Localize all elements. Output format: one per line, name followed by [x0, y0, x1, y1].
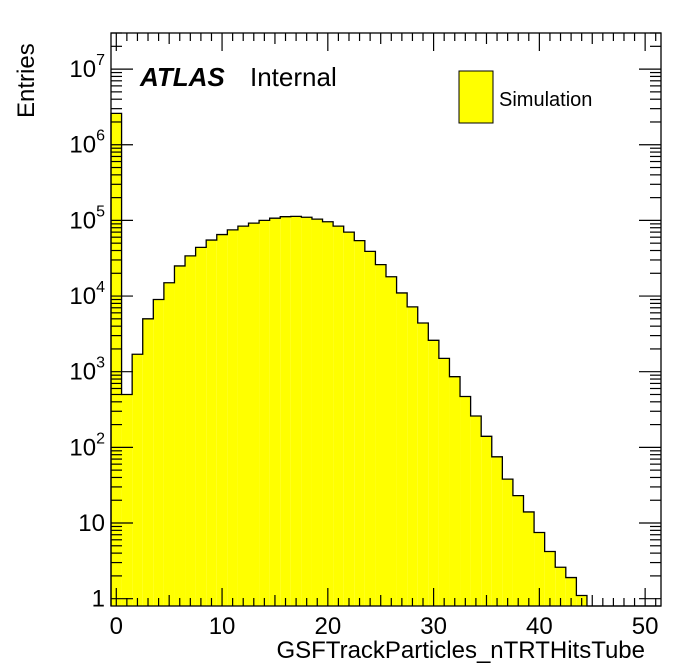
frame-border: [110, 32, 662, 607]
x-axis-title: GSFTrackParticles_nTRTHitsTube: [276, 637, 645, 664]
histogram-outline: [110, 112, 661, 607]
y-tick-label: 106: [69, 128, 105, 159]
histogram-bar: [386, 276, 397, 606]
x-tick-label: 50: [632, 613, 659, 640]
histogram-bar: [111, 113, 122, 607]
histogram-bar: [333, 226, 344, 606]
histogram-bar: [460, 396, 471, 606]
histogram-bar: [301, 217, 312, 606]
histogram-bar: [512, 495, 524, 606]
y-tick-label: 107: [69, 52, 105, 83]
y-axis-ticks: 1 10 102 103 104 105 106 107: [69, 32, 661, 613]
histogram-bar: [407, 306, 418, 606]
histogram-bar: [290, 216, 302, 606]
histogram-bar: [132, 354, 143, 606]
histogram-bar: [163, 282, 175, 606]
x-tick-label: 40: [526, 613, 553, 640]
y-axis-title: Entries: [13, 43, 40, 118]
histogram-bar: [534, 532, 545, 606]
histogram-bar: [121, 394, 133, 606]
histogram-step-line: [110, 112, 661, 607]
histogram-bar: [195, 247, 207, 606]
x-axis-ticks: 0 10 20 30 40 50: [110, 33, 659, 640]
atlas-label: ATLAS: [139, 62, 225, 92]
x-tick-label: 20: [314, 613, 341, 640]
y-tick-label: 1: [92, 586, 105, 613]
histogram-bar: [354, 240, 365, 606]
histogram-bar: [311, 219, 323, 606]
histogram-bars: [111, 113, 587, 607]
x-tick-label: 10: [209, 613, 236, 640]
histogram-bar: [343, 232, 355, 606]
histogram-bar: [491, 456, 503, 606]
histogram-bar: [364, 251, 376, 606]
histogram-bar: [544, 551, 556, 606]
histogram-bar: [555, 567, 566, 606]
histogram-bar: [375, 264, 386, 606]
histogram-bar: [185, 255, 196, 606]
histogram-bar: [227, 229, 238, 607]
x-tick-label: 0: [110, 613, 123, 640]
histogram-bar: [449, 376, 461, 606]
y-tick-label: 104: [69, 279, 105, 310]
histogram-bar: [237, 226, 249, 606]
y-tick-label: 103: [69, 355, 105, 386]
y-tick-label: 10: [78, 510, 105, 537]
histogram-bar: [174, 265, 186, 606]
histogram-bar: [565, 577, 577, 606]
legend: Simulation: [458, 70, 592, 124]
plot-frame: [110, 32, 662, 607]
histogram-bar: [481, 436, 492, 606]
histogram-bar: [206, 240, 217, 606]
histogram-bar: [502, 479, 513, 606]
x-tick-label: 30: [420, 613, 447, 640]
legend-label-simulation: Simulation: [499, 89, 592, 111]
histogram-bar: [153, 299, 164, 606]
histogram-bar: [417, 323, 429, 606]
histogram-bar: [470, 415, 482, 606]
histogram-bar: [396, 292, 408, 606]
histogram-bar: [216, 234, 228, 606]
histogram-bar: [280, 216, 291, 606]
y-tick-label: 102: [69, 430, 105, 461]
histogram-bar: [248, 223, 260, 606]
histogram-bar: [269, 218, 281, 607]
histogram-bar: [259, 220, 270, 606]
legend-swatch-simulation: [458, 70, 494, 124]
y-tick-label: 105: [69, 203, 105, 234]
histogram-bar: [523, 511, 535, 606]
histogram-bar: [142, 318, 154, 606]
histogram-bar: [438, 358, 450, 606]
histogram-bar: [322, 221, 334, 607]
internal-label: Internal: [250, 62, 337, 92]
histogram-bar: [428, 340, 439, 606]
